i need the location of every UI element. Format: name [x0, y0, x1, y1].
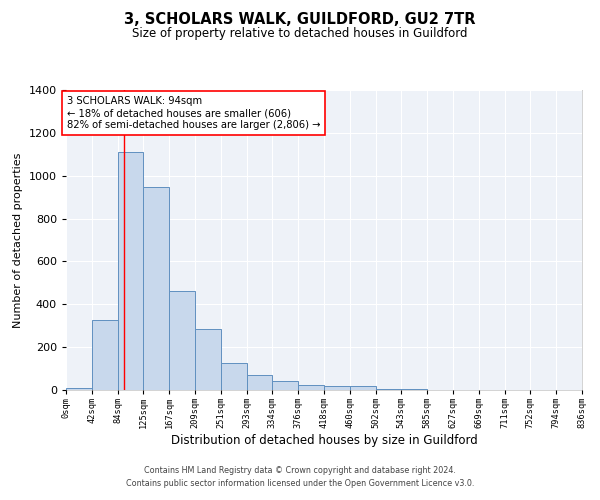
Bar — [247, 375, 272, 390]
Bar — [195, 328, 221, 390]
Y-axis label: Number of detached properties: Number of detached properties — [13, 152, 23, 328]
Bar — [169, 292, 195, 390]
Text: Size of property relative to detached houses in Guildford: Size of property relative to detached ho… — [132, 28, 468, 40]
Bar — [118, 152, 143, 390]
Bar — [324, 386, 350, 390]
Bar — [298, 386, 324, 390]
Bar — [272, 380, 298, 390]
Text: Contains HM Land Registry data © Crown copyright and database right 2024.
Contai: Contains HM Land Registry data © Crown c… — [126, 466, 474, 487]
Bar — [401, 389, 427, 390]
X-axis label: Distribution of detached houses by size in Guildford: Distribution of detached houses by size … — [170, 434, 478, 447]
Bar — [143, 188, 169, 390]
Bar — [92, 320, 118, 390]
Text: 3 SCHOLARS WALK: 94sqm
← 18% of detached houses are smaller (606)
82% of semi-de: 3 SCHOLARS WALK: 94sqm ← 18% of detached… — [67, 96, 320, 130]
Bar — [350, 386, 376, 390]
Text: 3, SCHOLARS WALK, GUILDFORD, GU2 7TR: 3, SCHOLARS WALK, GUILDFORD, GU2 7TR — [124, 12, 476, 28]
Bar — [66, 388, 92, 390]
Bar — [221, 363, 247, 390]
